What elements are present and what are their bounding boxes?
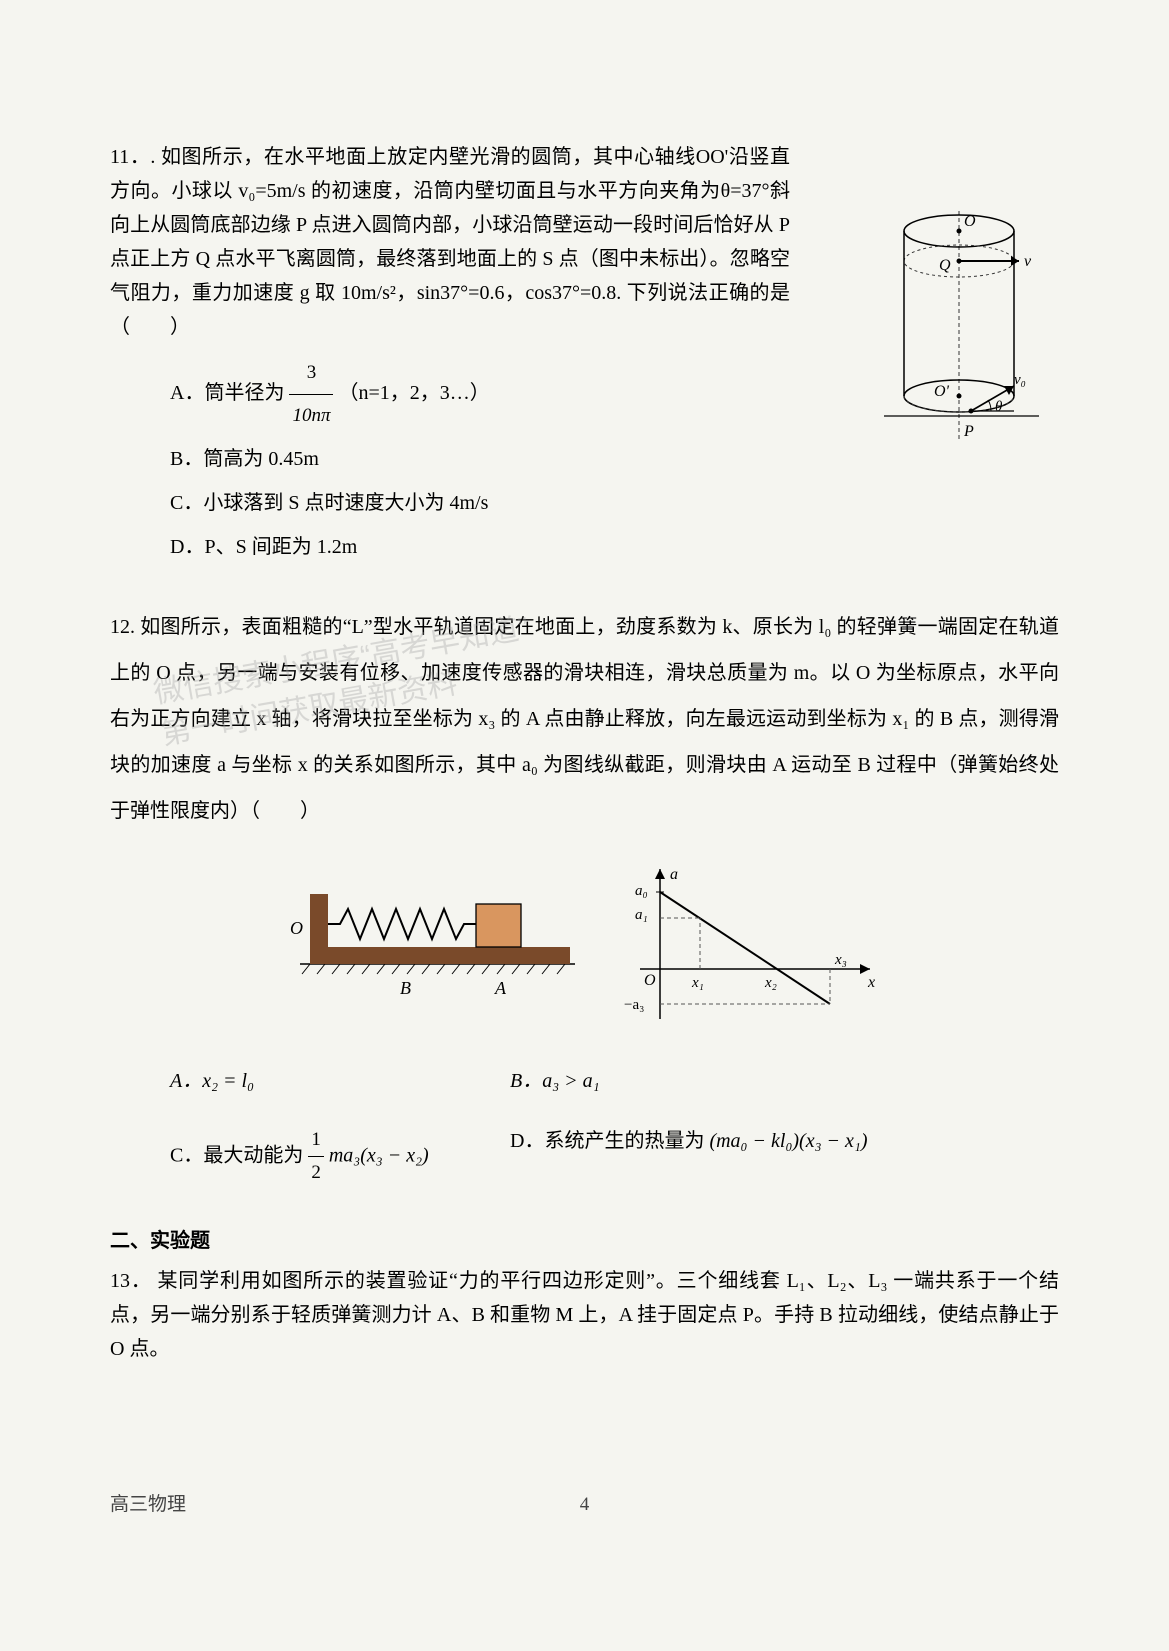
q12-opt-C: C．最大动能为 1 2 ma₃(x₃ − x₂) — [170, 1124, 490, 1190]
label-O: O — [964, 213, 976, 230]
label-v: v — [1024, 253, 1032, 270]
q11-options: A．筒半径为 3 10nπ （n=1，2，3…） B．筒高为 0.45m C．小… — [170, 352, 850, 569]
footer-subject: 高三物理 — [110, 1494, 186, 1515]
q11-A-post: （n=1，2，3…） — [338, 382, 489, 404]
q12-opt-D: D．系统产生的热量为 (ma₀ − kl₀)(x₃ − x₁) — [510, 1124, 930, 1190]
q12-intro: 如图所示，表面粗糙的“L”型水平轨道固定在地面上，劲度系数为 k、原长为 l₀ … — [110, 616, 1059, 822]
axis-x: x — [867, 974, 875, 991]
q11-opt-C: C．小球落到 S 点时速度大小为 4m/s — [170, 481, 850, 525]
q12-C-den: 2 — [308, 1157, 324, 1189]
label-neg-a3: −a₃ — [624, 997, 644, 1013]
page-number: 4 — [580, 1489, 590, 1521]
q11-opt-A: A．筒半径为 3 10nπ （n=1，2，3…） — [170, 352, 850, 437]
track-figure: O B A — [280, 859, 580, 999]
label-Oprime: O' — [934, 383, 950, 400]
q12-number: 12. — [110, 616, 135, 638]
q11-A-num: 3 — [289, 352, 333, 395]
q11-A-pre: A．筒半径为 — [170, 382, 284, 404]
label-A: A — [494, 978, 507, 998]
q12-C-post: ma₃(x₃ − x₂) — [329, 1144, 429, 1166]
question-13: 13． 某同学利用如图所示的装置验证“力的平行四边形定则”。三个细线套 L₁、L… — [110, 1264, 1059, 1366]
question-12: 12. 如图所示，表面粗糙的“L”型水平轨道固定在地面上，劲度系数为 k、原长为… — [110, 604, 1059, 1190]
q12-opt-A: A．x₂ = l₀ — [170, 1064, 490, 1098]
label-O2: O — [290, 918, 303, 938]
q12-B-text: B．a₃ > a₁ — [510, 1070, 600, 1092]
q11-stem: 如图所示，在水平地面上放定内壁光滑的圆筒，其中心轴线OO'沿竖直方向。小球以 v… — [110, 146, 790, 338]
cylinder-figure: O Q v O' v₀ θ P — [869, 196, 1049, 456]
q13-number: 13． — [110, 1270, 152, 1292]
section-2-title: 二、实验题 — [110, 1224, 1059, 1258]
origin-label: O — [644, 972, 656, 989]
label-a1: a₁ — [635, 907, 648, 923]
label-x1: x₁ — [691, 975, 704, 991]
q11-stem-block: 11．. 如图所示，在水平地面上放定内壁光滑的圆筒，其中心轴线OO'沿竖直方向。… — [110, 140, 790, 344]
q13-stem: 某同学利用如图所示的装置验证“力的平行四边形定则”。三个细线套 L₁、L₂、L₃… — [110, 1270, 1059, 1360]
q12-C-num: 1 — [308, 1124, 324, 1157]
q12-figures: O B A a x O a₀ a₁ −a₃ — [110, 859, 1059, 1039]
axis-a: a — [670, 866, 678, 883]
q11-number: 11．. — [110, 146, 155, 168]
q12-opt-B: B．a₃ > a₁ — [510, 1064, 930, 1098]
q12-C-pre: C．最大动能为 — [170, 1144, 303, 1166]
label-v0: v₀ — [1014, 372, 1026, 388]
q11-opt-D: D．P、S 间距为 1.2m — [170, 525, 850, 569]
question-11: 11．. 如图所示，在水平地面上放定内壁光滑的圆筒，其中心轴线OO'沿竖直方向。… — [110, 140, 1059, 569]
fraction-icon: 1 2 — [308, 1124, 324, 1190]
q11-opt-B: B．筒高为 0.45m — [170, 437, 850, 481]
ax-graph: a x O a₀ a₁ −a₃ x₁ x₂ x₃ — [610, 859, 890, 1039]
page-footer: 高三物理 4 — [110, 1489, 1059, 1521]
fraction-icon: 3 10nπ — [289, 352, 333, 437]
label-B: B — [400, 978, 411, 998]
label-Q: Q — [939, 257, 951, 274]
label-theta: θ — [995, 399, 1003, 415]
label-x2: x₂ — [764, 975, 777, 991]
q12-D-expr: (ma₀ − kl₀)(x₃ − x₁) — [709, 1130, 867, 1152]
q12-options-grid: A．x₂ = l₀ B．a₃ > a₁ C．最大动能为 1 2 ma₃(x₃ −… — [170, 1064, 1059, 1190]
q12-stem-block: 12. 如图所示，表面粗糙的“L”型水平轨道固定在地面上，劲度系数为 k、原长为… — [110, 604, 1059, 834]
label-a0: a₀ — [635, 883, 648, 899]
q12-D-pre: D．系统产生的热量为 — [510, 1130, 704, 1152]
q12-A-text: A．x₂ = l₀ — [170, 1070, 254, 1092]
label-P: P — [963, 423, 974, 440]
q11-A-den: 10nπ — [289, 395, 333, 437]
label-x3: x₃ — [834, 952, 847, 968]
